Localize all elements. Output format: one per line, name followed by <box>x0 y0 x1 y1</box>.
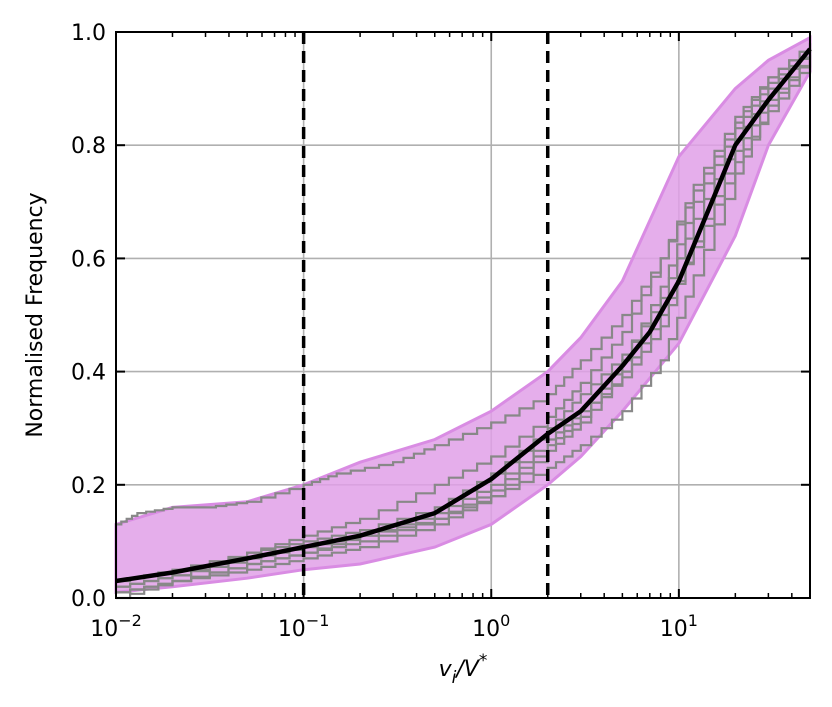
y-tick-label: 0.0 <box>71 587 106 612</box>
y-tick-label: 1.0 <box>71 21 106 46</box>
y-tick-label: 0.4 <box>71 361 106 386</box>
mean-line <box>115 47 812 584</box>
x-axis-label: vi/V* <box>439 651 488 688</box>
y-tick-label: 0.6 <box>71 247 106 272</box>
y-tick-label: 0.2 <box>71 474 106 499</box>
y-tick-labels: 0.0 0.2 0.4 0.6 0.8 1.0 <box>71 21 106 612</box>
series-line <box>116 49 812 594</box>
plot-frame <box>115 31 811 599</box>
x-tick-label: 100 <box>472 611 510 642</box>
y-axis-label: Normalised Frequency <box>23 192 48 437</box>
x-tick-labels: 10−2 10−1 100 101 <box>90 611 698 642</box>
x-tick-label: 10−2 <box>90 611 142 642</box>
x-tick-label: 101 <box>660 611 698 642</box>
y-tick-label: 0.8 <box>71 134 106 159</box>
x-tick-label: 10−1 <box>278 611 330 642</box>
mean-line-path <box>115 47 812 584</box>
